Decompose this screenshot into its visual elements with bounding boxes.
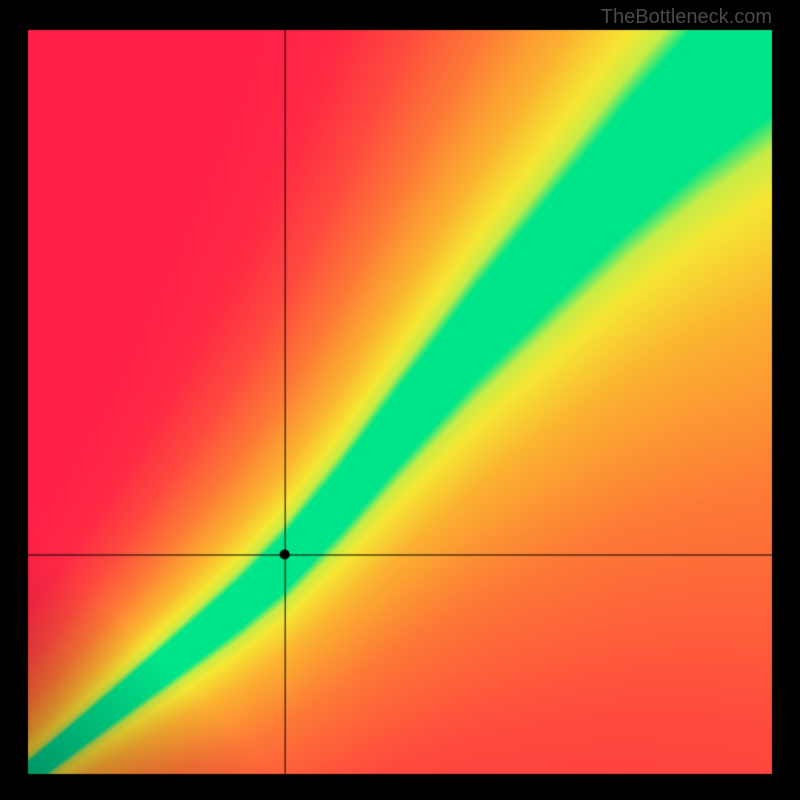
bottleneck-heatmap-canvas xyxy=(0,0,800,800)
chart-container: TheBottleneck.com xyxy=(0,0,800,800)
attribution-label: TheBottleneck.com xyxy=(601,6,772,29)
